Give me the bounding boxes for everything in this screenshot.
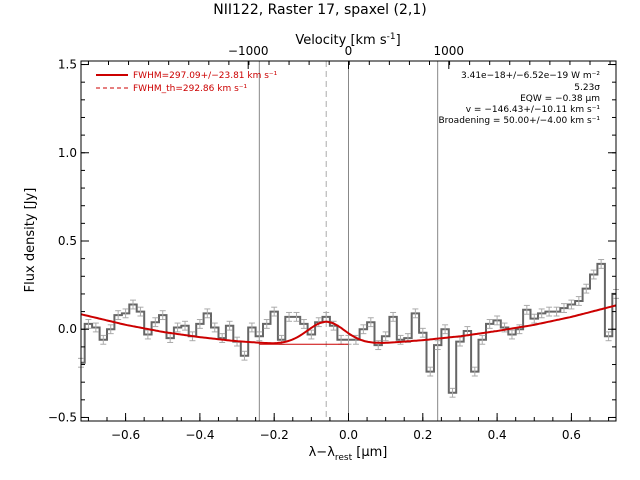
x-tick-label: 0.2: [413, 428, 432, 442]
annotation-broadening: Broadening = 50.00+/−4.00 km s⁻¹: [439, 116, 601, 126]
top-axis-label: Velocity [km s-1]: [295, 32, 400, 48]
annotations: 3.41e−18+/−6.52e−19 W m⁻² 5.23σ EQW = −0…: [439, 71, 601, 126]
x-tick-label: 0.4: [488, 428, 507, 442]
annotation-velocity: v = −146.43+/−10.11 km s⁻¹: [466, 105, 601, 115]
legend-label-fwhm: FWHM=297.09+/−23.81 km s⁻¹: [133, 71, 278, 81]
plot-area: −0.6 −0.4 −0.2 0.0 0.2 0.4 0.6 −0.5 0.0 0.5 1.0 1.5…: [48, 44, 619, 442]
y-tick-label: −0.5: [48, 410, 77, 424]
top-tick-label: −1000: [228, 44, 269, 58]
x-tick-label: 0.0: [339, 428, 358, 442]
x-tick-label: 0.6: [562, 428, 581, 442]
top-tick-label: 0: [345, 44, 353, 58]
chart-title: NII122, Raster 17, spaxel (2,1): [213, 2, 426, 18]
x-axis-label: λ−λrest [μm]: [309, 445, 388, 463]
x-tick-label: −0.2: [260, 428, 289, 442]
y-tick-label: 0.0: [58, 322, 77, 336]
y-axis-label: Flux density [Jy]: [23, 188, 38, 293]
x-tick-label: −0.4: [185, 428, 214, 442]
legend-label-fwhm-th: FWHM_th=292.86 km s⁻¹: [133, 84, 248, 94]
x-tick-label: −0.6: [111, 428, 140, 442]
y-tick-label: 1.0: [58, 146, 77, 160]
y-tick-label: 1.5: [58, 58, 77, 72]
legend: FWHM=297.09+/−23.81 km s⁻¹ FWHM_th=292.8…: [96, 71, 278, 94]
annotation-sigma: 5.23σ: [574, 83, 600, 93]
annotation-eqw: EQW = −0.38 μm: [520, 94, 600, 104]
y-tick-label: 0.5: [58, 234, 77, 248]
fit-curve: [80, 304, 617, 345]
top-tick-label: 1000: [434, 44, 465, 58]
annotation-flux: 3.41e−18+/−6.52e−19 W m⁻²: [461, 71, 600, 81]
